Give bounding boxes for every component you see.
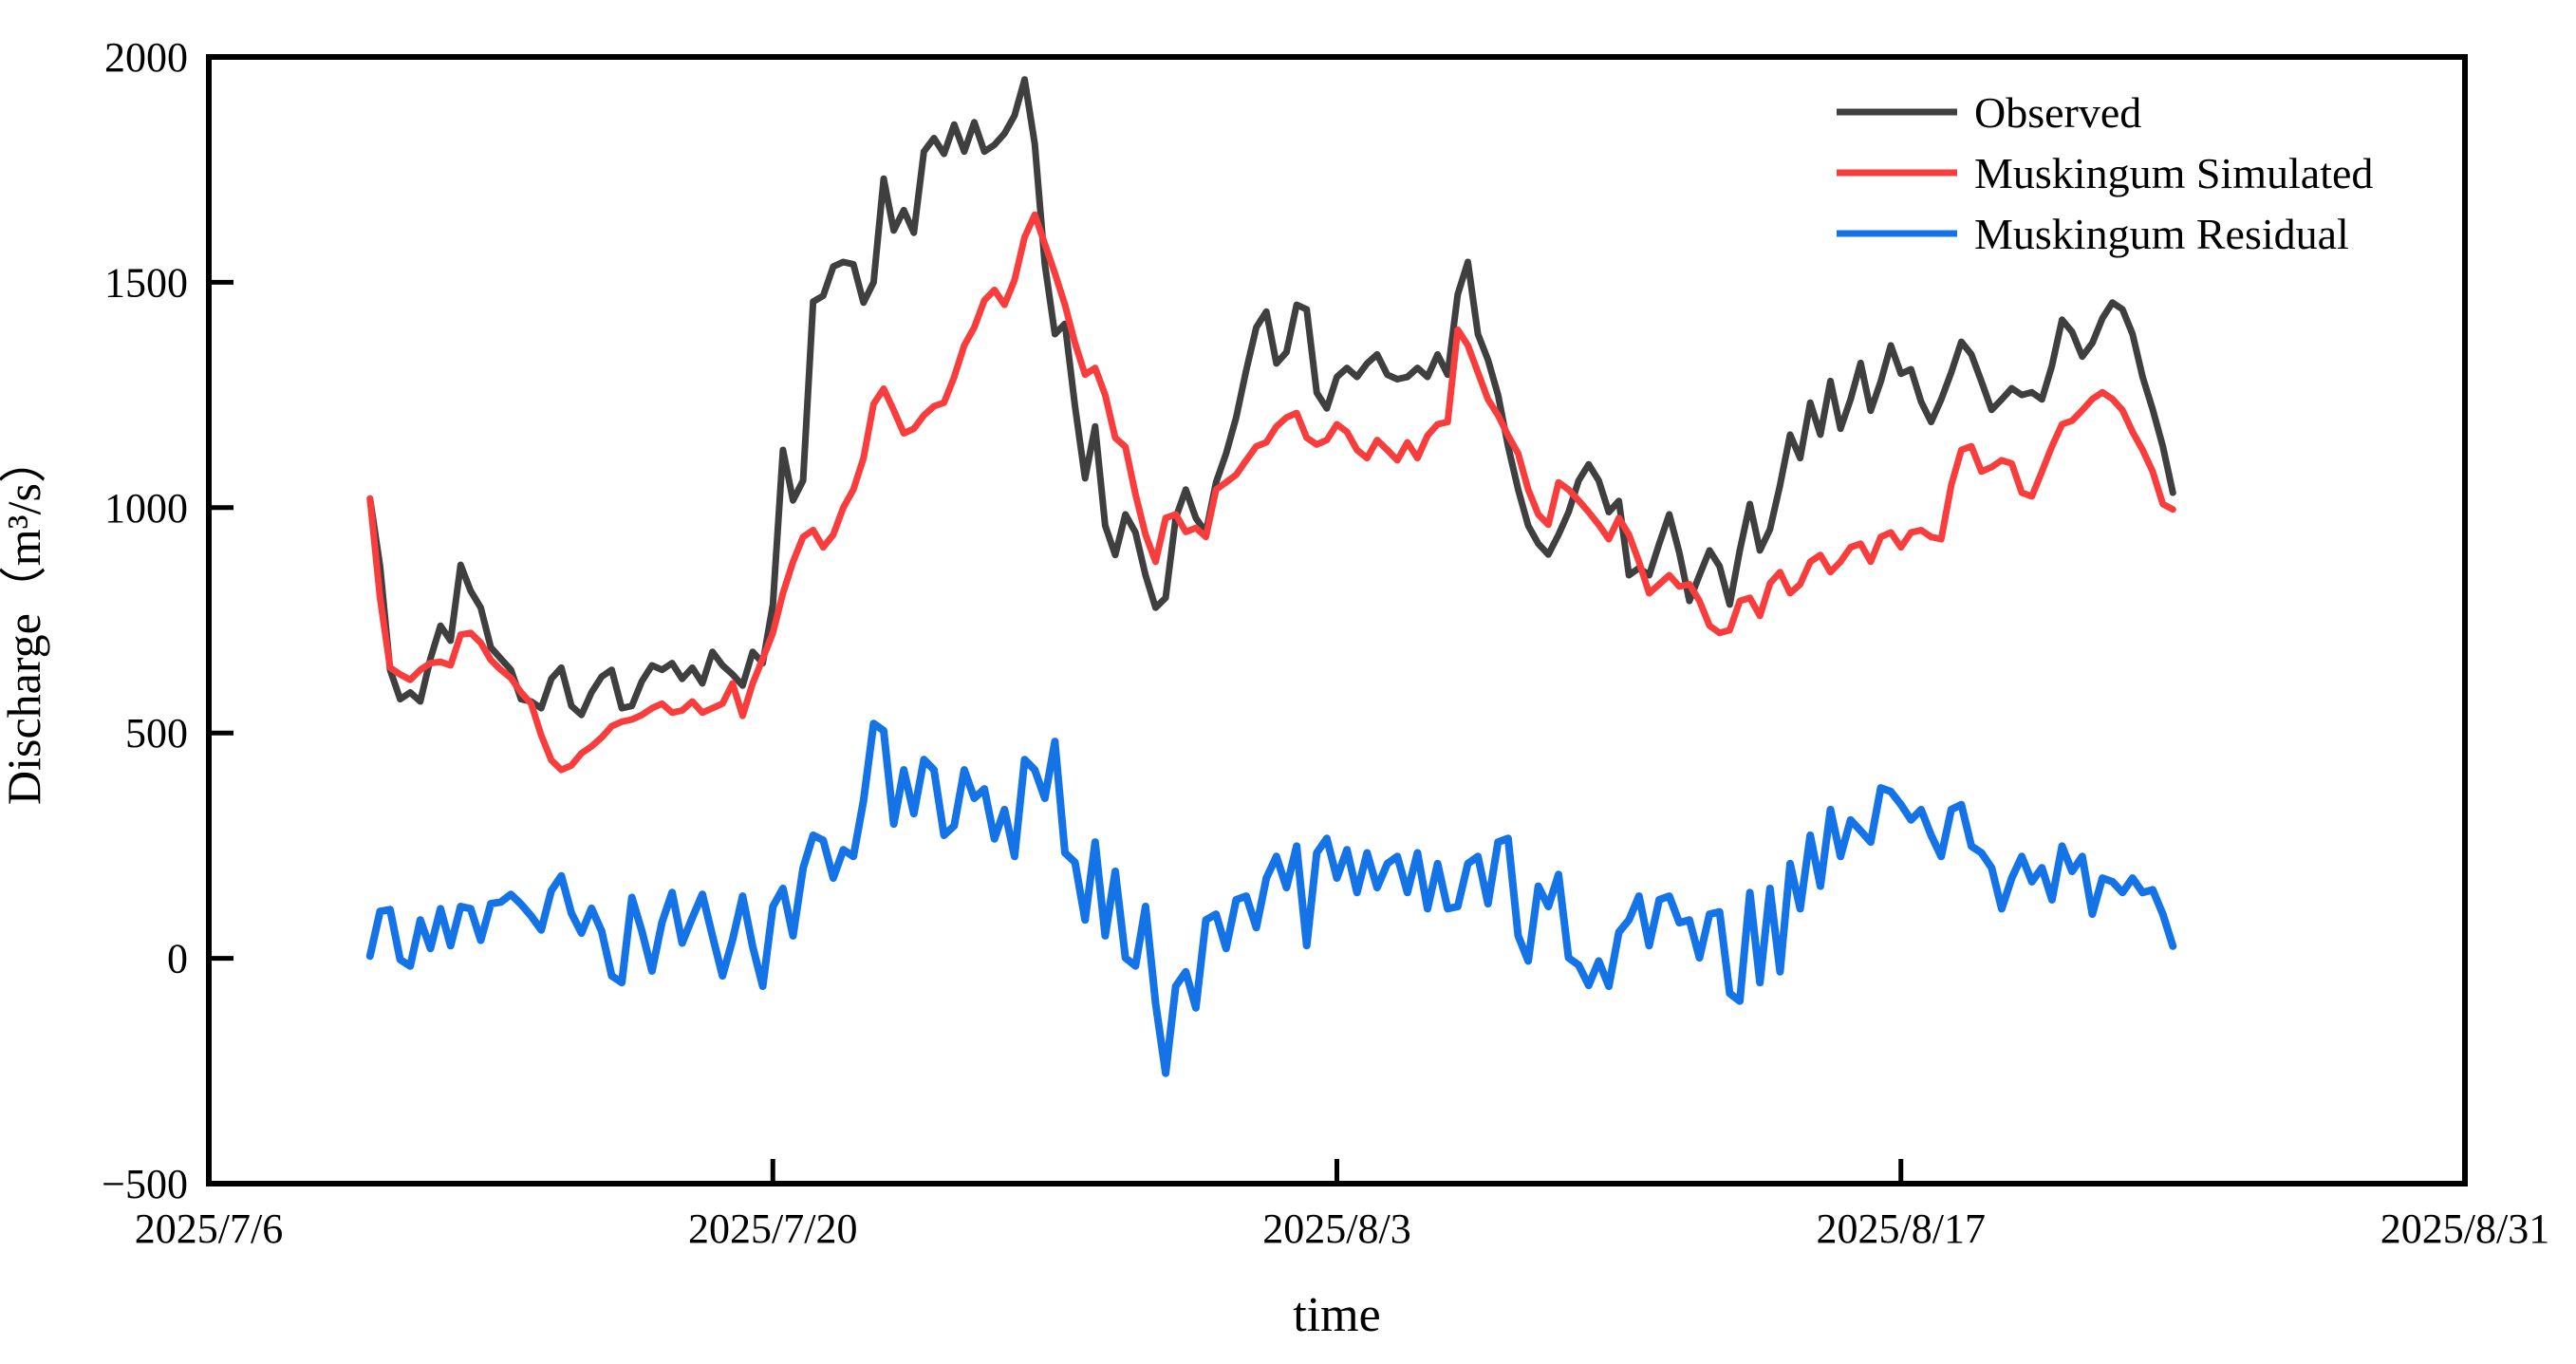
legend-label: Muskingum Simulated bbox=[1974, 149, 2373, 197]
y-tick-label: 1500 bbox=[104, 259, 188, 306]
series-line-observed bbox=[366, 76, 2176, 719]
y-tick-label: 1000 bbox=[104, 485, 188, 532]
x-tick-label: 2025/8/31 bbox=[2380, 1205, 2549, 1252]
x-tick-label: 2025/8/3 bbox=[1262, 1205, 1410, 1252]
x-tick-label: 2025/8/17 bbox=[1817, 1205, 1986, 1252]
y-axis-title: Discharge（m³/s） bbox=[0, 436, 50, 805]
series-line-muskingum-residual bbox=[365, 719, 2177, 1077]
x-axis-title: time bbox=[1293, 1288, 1380, 1342]
y-tick-label: 500 bbox=[125, 710, 188, 757]
y-tick-label: 2000 bbox=[104, 34, 188, 81]
legend-label: Muskingum Residual bbox=[1974, 210, 2349, 258]
y-tick-label: 0 bbox=[167, 936, 188, 982]
x-tick-label: 2025/7/20 bbox=[688, 1205, 857, 1252]
series-line-muskingum-simulated bbox=[366, 211, 2176, 774]
legend-label: Observed bbox=[1974, 88, 2141, 137]
x-tick-label: 2025/7/6 bbox=[135, 1205, 283, 1252]
y-tick-label: −500 bbox=[102, 1161, 188, 1207]
